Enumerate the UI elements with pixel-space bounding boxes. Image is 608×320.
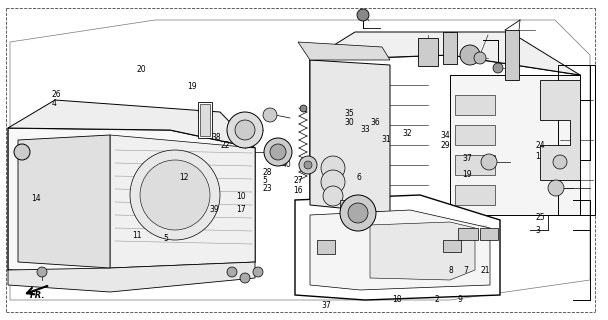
Text: FR.: FR.	[30, 291, 46, 300]
Circle shape	[323, 186, 343, 206]
Circle shape	[321, 156, 345, 180]
Text: 19: 19	[462, 170, 472, 179]
Text: 6: 6	[357, 173, 362, 182]
Bar	[505, 30, 519, 80]
Text: 11: 11	[133, 231, 142, 240]
Polygon shape	[8, 262, 255, 292]
Polygon shape	[18, 135, 110, 268]
Bar	[443, 240, 461, 252]
Text: 23: 23	[263, 184, 272, 193]
Circle shape	[493, 63, 503, 73]
Text: 33: 33	[360, 125, 370, 134]
Circle shape	[460, 45, 480, 65]
Text: 17: 17	[236, 205, 246, 214]
Text: 35: 35	[345, 109, 354, 118]
Bar	[480, 228, 498, 240]
Circle shape	[263, 108, 277, 122]
Circle shape	[14, 144, 30, 160]
Text: 7: 7	[463, 266, 468, 275]
Text: 4: 4	[52, 100, 57, 108]
Circle shape	[474, 52, 486, 64]
Polygon shape	[310, 60, 390, 213]
Polygon shape	[295, 195, 500, 300]
Circle shape	[37, 267, 47, 277]
Circle shape	[235, 120, 255, 140]
Polygon shape	[8, 100, 255, 148]
Bar	[455, 155, 495, 175]
Text: 9: 9	[458, 295, 463, 304]
Text: 12: 12	[179, 173, 189, 182]
Bar	[455, 125, 495, 145]
Circle shape	[348, 203, 368, 223]
Circle shape	[304, 161, 312, 169]
Bar	[455, 95, 495, 115]
Text: 32: 32	[402, 129, 412, 138]
Polygon shape	[540, 80, 580, 180]
Text: 31: 31	[382, 135, 392, 144]
Text: 24: 24	[535, 141, 545, 150]
Polygon shape	[370, 222, 475, 280]
Circle shape	[357, 9, 369, 21]
Polygon shape	[310, 55, 580, 215]
Text: 5: 5	[163, 234, 168, 243]
Circle shape	[340, 195, 376, 231]
Circle shape	[227, 112, 263, 148]
Bar	[443, 32, 457, 64]
Bar	[340, 200, 352, 210]
Circle shape	[253, 267, 263, 277]
Text: 3: 3	[535, 226, 540, 235]
Text: 2: 2	[434, 295, 439, 304]
Text: 27: 27	[293, 176, 303, 185]
Text: 18: 18	[392, 295, 402, 304]
Text: 29: 29	[441, 141, 451, 150]
Circle shape	[140, 160, 210, 230]
Text: 37: 37	[462, 154, 472, 163]
Circle shape	[130, 150, 220, 240]
Circle shape	[553, 155, 567, 169]
Text: 20: 20	[137, 65, 147, 74]
Circle shape	[299, 156, 317, 174]
Text: 16: 16	[293, 186, 303, 195]
Text: 5: 5	[263, 176, 268, 185]
Text: 22: 22	[220, 141, 230, 150]
Text: 8: 8	[449, 266, 454, 275]
Text: 40: 40	[282, 160, 291, 169]
Text: 39: 39	[210, 205, 219, 214]
Polygon shape	[8, 128, 255, 275]
Circle shape	[481, 154, 497, 170]
Bar	[200, 104, 210, 136]
Polygon shape	[298, 42, 390, 60]
Text: 30: 30	[345, 118, 354, 127]
Text: 28: 28	[263, 168, 272, 177]
Circle shape	[227, 267, 237, 277]
Text: 37: 37	[321, 301, 331, 310]
Polygon shape	[450, 75, 580, 215]
Polygon shape	[310, 32, 580, 75]
Text: 25: 25	[535, 213, 545, 222]
Bar	[418, 38, 438, 66]
Text: 36: 36	[371, 118, 381, 127]
Circle shape	[264, 138, 292, 166]
Bar	[458, 228, 478, 240]
Polygon shape	[110, 135, 255, 268]
Bar	[198, 102, 212, 138]
Bar	[317, 240, 335, 254]
Bar	[455, 185, 495, 205]
Text: 10: 10	[236, 192, 246, 201]
Text: 21: 21	[480, 266, 490, 275]
Text: 14: 14	[32, 194, 41, 203]
Circle shape	[240, 273, 250, 283]
Text: 26: 26	[52, 90, 61, 99]
Circle shape	[321, 170, 345, 194]
Text: 34: 34	[441, 132, 451, 140]
Circle shape	[270, 144, 286, 160]
Circle shape	[548, 180, 564, 196]
Text: 13: 13	[196, 111, 206, 120]
Polygon shape	[310, 210, 490, 290]
Text: 1: 1	[535, 152, 540, 161]
Text: 38: 38	[212, 133, 221, 142]
Text: 19: 19	[187, 82, 197, 91]
